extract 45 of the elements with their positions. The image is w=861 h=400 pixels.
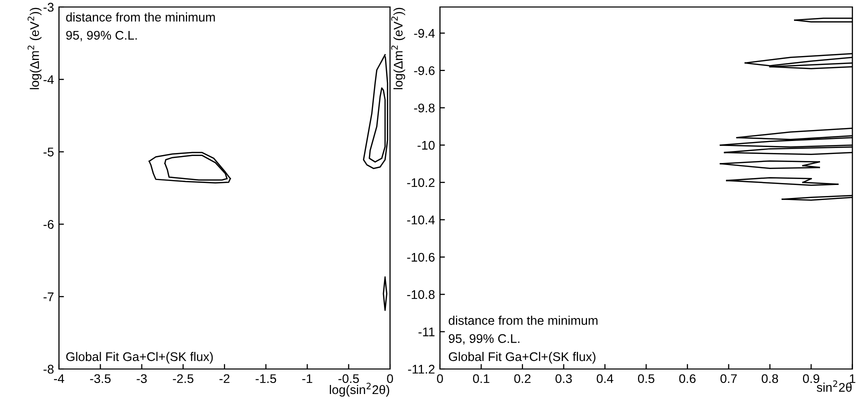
- y-tick-label: -3: [44, 2, 54, 12]
- y-tick-label: -10.8: [407, 290, 435, 300]
- annotation: 95, 99% C.L.: [448, 334, 520, 344]
- x-tick-label: 0.5: [638, 374, 654, 384]
- annotation: distance from the minimum: [448, 316, 598, 325]
- x-tick-label: -1.5: [256, 374, 276, 384]
- x-tick-label: -2: [220, 374, 230, 383]
- annotation: distance from the minimum: [66, 12, 215, 22]
- annotation: Global Fit Ga+Cl+(SK flux): [66, 352, 213, 364]
- x-tick-label: -2.5: [172, 374, 194, 384]
- x-axis-title: log(sin$^{2}$2θ): [330, 382, 390, 397]
- y-tick-label: -11.2: [408, 364, 434, 374]
- annotation: 95, 99% C.L.: [66, 30, 137, 42]
- x-tick-label: 0.1: [473, 374, 490, 384]
- y-tick-label: -10: [418, 140, 435, 150]
- y-tick-label: -11: [418, 328, 434, 336]
- x-tick-label: 0: [436, 374, 443, 384]
- x-tick-label: 0.3: [555, 374, 572, 384]
- y-tick-label: -10.6: [407, 252, 435, 262]
- x-tick-label: 1: [850, 374, 856, 383]
- y-tick-label: -9.6: [414, 66, 435, 76]
- x-tick-label: 0.4: [596, 374, 614, 384]
- y-tick-label: -9.8: [414, 104, 435, 112]
- y-tick-label: -6: [44, 220, 54, 229]
- y-tick-label: -10.2: [407, 178, 434, 188]
- x-tick-label: -3.5: [90, 374, 111, 384]
- y-axis-title: log(Δm$^{2}$ (eV$^{2}$)): [28, 8, 42, 90]
- x-tick-label: 0.9: [802, 374, 820, 384]
- y-tick-label: -7: [44, 292, 54, 302]
- y-tick-label: -10.4: [407, 216, 435, 224]
- x-tick-label: -1: [302, 374, 312, 383]
- y-tick-label: -4: [44, 75, 54, 84]
- x-tick-label: -4: [54, 374, 64, 383]
- x-tick-label: 0.2: [514, 374, 531, 384]
- y-tick-label: -9.4: [414, 28, 435, 38]
- y-tick-label: -5: [44, 148, 54, 156]
- y-tick-label: -8: [44, 364, 54, 374]
- x-tick-label: 0: [387, 374, 394, 384]
- x-tick-label: 0.7: [720, 374, 737, 384]
- x-tick-label: -0.5: [338, 374, 359, 384]
- y-axis-title: log(Δm$^{2}$ (eV$^{2}$)): [391, 8, 406, 90]
- annotation: Global Fit Ga+Cl+(SK flux): [448, 352, 596, 364]
- x-tick-label: -3: [136, 374, 147, 384]
- x-tick-label: 0.8: [762, 374, 778, 384]
- x-tick-label: 0.6: [679, 374, 696, 384]
